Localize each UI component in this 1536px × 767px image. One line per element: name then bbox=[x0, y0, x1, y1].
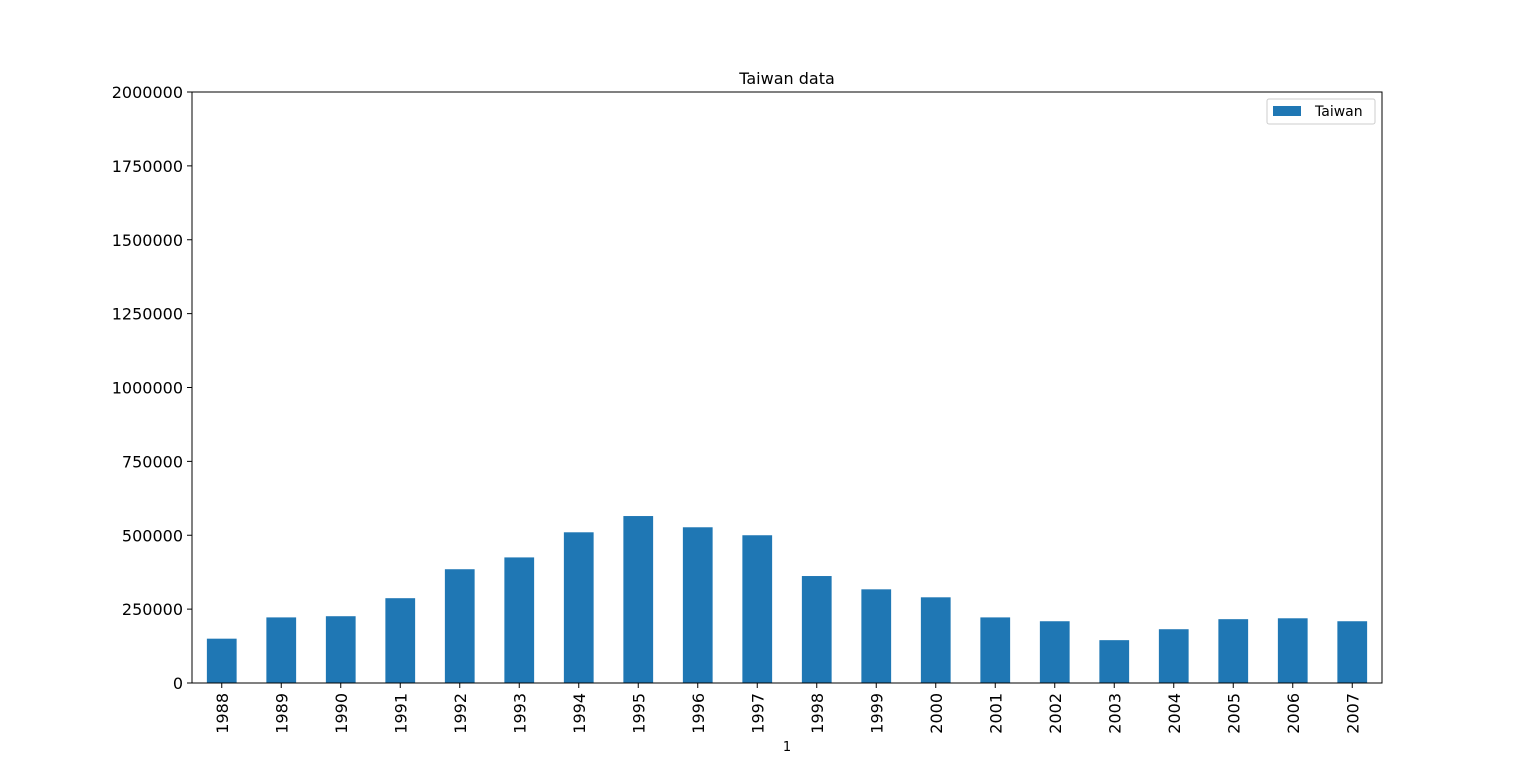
x-tick-label: 1997 bbox=[748, 693, 767, 734]
y-tick-label: 1500000 bbox=[112, 231, 183, 250]
x-tick-label: 1989 bbox=[272, 693, 291, 734]
x-tick-label: 1990 bbox=[332, 693, 351, 734]
x-tick-label: 2004 bbox=[1165, 693, 1184, 734]
bar-1993 bbox=[504, 557, 535, 683]
bar-1997 bbox=[742, 535, 773, 683]
x-tick-label: 2007 bbox=[1343, 693, 1362, 734]
x-tick-label: 1995 bbox=[629, 693, 648, 734]
legend-box bbox=[1266, 98, 1376, 125]
legend: Taiwan bbox=[1266, 98, 1376, 125]
bar-1991 bbox=[385, 598, 416, 683]
legend-label: Taiwan bbox=[1314, 104, 1363, 120]
bar-2000 bbox=[920, 597, 951, 683]
bar-1999 bbox=[861, 589, 892, 683]
bar-2006 bbox=[1277, 618, 1308, 683]
y-tick-label: 500000 bbox=[122, 526, 183, 545]
x-tick-label: 1993 bbox=[510, 693, 529, 734]
bar-2005 bbox=[1218, 619, 1249, 683]
x-tick-label: 1996 bbox=[689, 693, 708, 734]
y-tick-label: 750000 bbox=[122, 452, 183, 471]
bars-group bbox=[206, 516, 1368, 683]
y-axis: 0 250000 500000 750000 1000000 1250000 1500000… bbox=[112, 83, 192, 693]
y-tick-label: 250000 bbox=[122, 600, 183, 619]
x-tick-label: 1991 bbox=[391, 693, 410, 734]
chart-title: Taiwan data bbox=[738, 69, 835, 88]
x-tick-label: 1988 bbox=[213, 693, 232, 734]
bar-1995 bbox=[623, 516, 654, 683]
bar-1998 bbox=[801, 576, 832, 683]
x-tick-label: 2003 bbox=[1105, 693, 1124, 734]
x-tick-label: 1999 bbox=[867, 693, 886, 734]
x-tick-label: 2006 bbox=[1284, 693, 1303, 734]
x-tick-label: 1998 bbox=[808, 693, 827, 734]
bar-1994 bbox=[563, 532, 594, 683]
x-tick-label: 2002 bbox=[1046, 693, 1065, 734]
y-tick-label: 0 bbox=[173, 674, 183, 693]
y-tick-label: 1000000 bbox=[112, 379, 183, 398]
bar-2001 bbox=[980, 617, 1011, 683]
bar-2003 bbox=[1099, 640, 1130, 683]
bar-1988 bbox=[206, 638, 237, 683]
x-axis-label: 1 bbox=[783, 740, 791, 755]
bar-2007 bbox=[1337, 621, 1368, 683]
x-tick-label: 1992 bbox=[451, 693, 470, 734]
x-tick-label: 2000 bbox=[927, 693, 946, 734]
x-tick-label: 2001 bbox=[986, 693, 1005, 734]
x-tick-label: 2005 bbox=[1224, 693, 1243, 734]
bar-1989 bbox=[266, 617, 297, 683]
y-tick-label: 1750000 bbox=[112, 157, 183, 176]
y-tick-label: 2000000 bbox=[112, 83, 183, 102]
bar-2004 bbox=[1158, 629, 1189, 683]
plot-frame bbox=[191, 91, 1383, 684]
bar-2002 bbox=[1039, 621, 1070, 683]
x-axis: 1988 1989 1990 1991 1992 1993 1994 1995 1996 1997… bbox=[213, 683, 1362, 734]
y-tick-label: 1250000 bbox=[112, 305, 183, 324]
bar-1992 bbox=[444, 569, 475, 683]
legend-swatch bbox=[1273, 106, 1301, 116]
bar-1996 bbox=[682, 527, 713, 683]
bar-1990 bbox=[325, 616, 356, 683]
x-tick-label: 1994 bbox=[570, 693, 589, 734]
